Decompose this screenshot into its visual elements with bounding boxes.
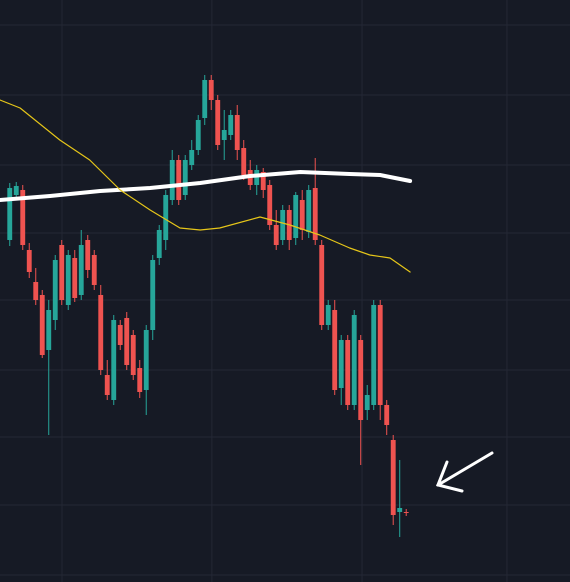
candle-body — [202, 80, 208, 118]
candle-body — [104, 375, 110, 395]
candle-body — [267, 185, 273, 225]
candle-body — [293, 195, 299, 238]
candle-body — [390, 440, 396, 515]
candle-body — [39, 295, 45, 355]
candle-body — [78, 245, 84, 295]
candle-body — [403, 512, 409, 513]
candle-body — [59, 245, 65, 300]
candle-body — [176, 160, 182, 200]
candle-body — [182, 160, 188, 195]
candle-body — [65, 255, 71, 305]
arrow-shaft — [436, 451, 494, 487]
candle-body — [338, 340, 344, 388]
candle-body — [364, 395, 370, 410]
candle-body — [91, 255, 97, 285]
candle-body — [195, 120, 201, 150]
candle-body — [228, 115, 234, 135]
arrow-head — [435, 460, 464, 493]
candle-body — [98, 295, 104, 370]
candle-body — [189, 150, 195, 165]
candle-body — [280, 210, 286, 240]
candle-body — [358, 340, 364, 420]
candle-body — [241, 148, 247, 175]
moving-average-line — [0, 170, 413, 202]
candle-body — [215, 100, 221, 145]
arrow-annotation — [435, 451, 494, 493]
candle-body — [163, 195, 169, 240]
candle-body — [13, 186, 19, 195]
candle-body — [299, 200, 305, 230]
candle-body — [371, 305, 377, 405]
candle-body — [377, 305, 383, 405]
candle-body — [72, 258, 78, 298]
candle-body — [312, 188, 318, 240]
candle-body — [130, 335, 136, 375]
candle-body — [33, 282, 39, 300]
candle-body — [20, 190, 26, 245]
candle-body — [221, 130, 227, 140]
candle-body — [150, 260, 156, 330]
candle-body — [52, 260, 58, 320]
moving-average-line — [0, 99, 411, 273]
candle-body — [7, 188, 13, 240]
candle-body — [169, 160, 175, 200]
candle-body — [273, 225, 279, 245]
candle-body — [124, 318, 130, 365]
candle-body — [46, 310, 52, 350]
candle-body — [143, 330, 149, 390]
candle-body — [384, 405, 390, 425]
candle-body — [234, 115, 240, 150]
candle-body — [260, 172, 266, 190]
candle-body — [319, 245, 325, 325]
candle-body — [85, 240, 91, 270]
candle-body — [254, 170, 260, 185]
candle-body — [345, 340, 351, 405]
candle-body — [111, 320, 117, 400]
candle-body — [137, 368, 143, 392]
candle-body — [26, 250, 32, 272]
candle-body — [397, 508, 403, 512]
candle-body — [306, 190, 312, 232]
candle-body — [208, 80, 214, 100]
candle-body — [156, 230, 162, 258]
candle-body — [351, 315, 357, 405]
candle-body — [117, 325, 123, 345]
candle-body — [332, 310, 338, 390]
candle-body — [325, 305, 331, 325]
